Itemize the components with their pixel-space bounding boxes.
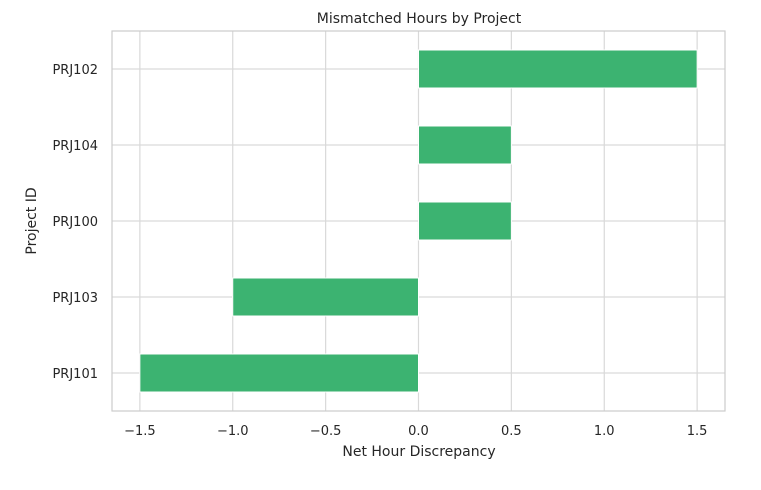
x-tick-labels: −1.5 −1.0 −0.5 0.0 0.5 1.0 1.5 [124, 424, 707, 439]
x-tick-label: 0.0 [408, 424, 429, 439]
x-tick-label: 1.5 [687, 424, 708, 439]
y-tick-label: PRJ103 [52, 291, 98, 306]
bar-prj102 [418, 49, 698, 89]
chart-title: Mismatched Hours by Project [317, 11, 522, 27]
y-tick-label: PRJ101 [52, 367, 98, 382]
bar-prj100 [418, 201, 512, 241]
x-tick-label: −0.5 [310, 424, 342, 439]
plot-frame [111, 30, 726, 412]
bar-prj101 [139, 353, 419, 393]
y-tick-label: PRJ100 [52, 215, 98, 230]
x-tick-label: 1.0 [594, 424, 615, 439]
y-tick-labels: PRJ102 PRJ104 PRJ100 PRJ103 PRJ101 [52, 63, 98, 382]
bar-prj104 [418, 125, 512, 165]
bars-layer [139, 49, 698, 393]
plot-border [111, 30, 726, 412]
x-tick-label: −1.0 [217, 424, 249, 439]
y-axis-label: Project ID [24, 187, 40, 254]
y-tick-label: PRJ104 [52, 139, 98, 154]
y-tick-label: PRJ102 [52, 63, 98, 78]
x-tick-label: −1.5 [124, 424, 156, 439]
x-axis-label: Net Hour Discrepancy [342, 444, 495, 460]
bar-prj103 [232, 277, 419, 317]
x-tick-label: 0.5 [501, 424, 522, 439]
